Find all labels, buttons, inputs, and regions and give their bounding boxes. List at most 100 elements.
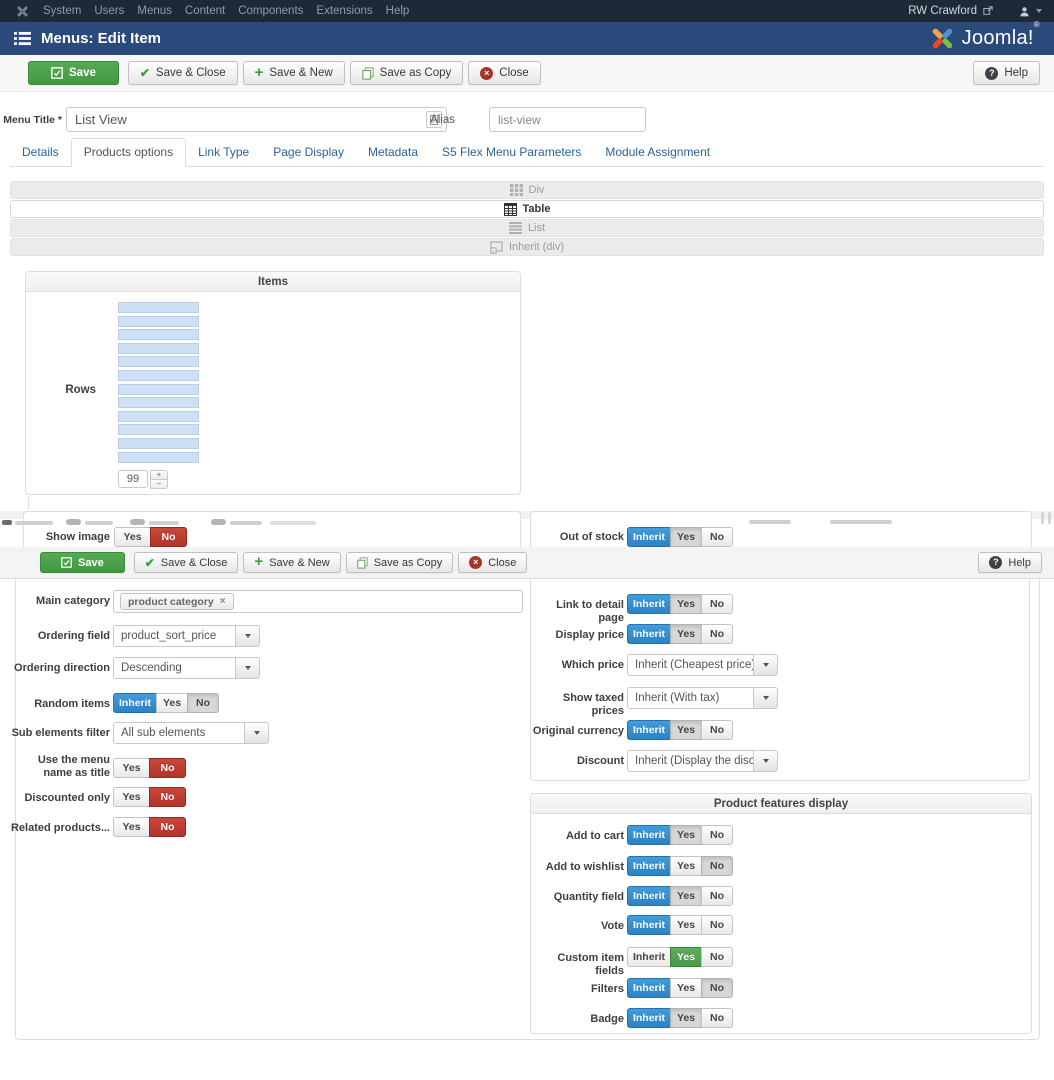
alias-input[interactable]: list-view	[489, 107, 646, 132]
main-category-input[interactable]: product category ×	[113, 590, 523, 613]
rows-decrement-button[interactable]: −	[150, 479, 168, 489]
vote-inherit-button[interactable]: Inherit	[627, 915, 671, 935]
add-to-cart-yes-button[interactable]: Yes	[670, 825, 702, 845]
display-price-no-button[interactable]: No	[701, 624, 733, 644]
link-detail-inherit-button[interactable]: Inherit	[627, 594, 671, 614]
link-detail-yes-button[interactable]: Yes	[670, 594, 702, 614]
tab-module-assignment[interactable]: Module Assignment	[605, 145, 711, 159]
original-currency-inherit-button[interactable]: Inherit	[627, 720, 671, 740]
add-to-cart-label: Add to cart	[565, 830, 624, 842]
quantity-field-no-button[interactable]: No	[701, 886, 733, 906]
tab-metadata[interactable]: Metadata	[367, 145, 418, 159]
quantity-field-inherit-button[interactable]: Inherit	[627, 886, 671, 906]
help-button[interactable]: ? Help	[973, 61, 1040, 85]
help-button[interactable]: ? Help	[978, 552, 1042, 573]
table-row	[118, 424, 199, 436]
close-button[interactable]: × Close	[458, 552, 528, 573]
rows-count-input[interactable]: 99	[118, 470, 148, 488]
show-image-yes-button[interactable]: Yes	[114, 527, 151, 547]
tab-s5-flex-menu[interactable]: S5 Flex Menu Parameters	[442, 145, 582, 159]
out-of-stock-no-button[interactable]: No	[701, 527, 733, 547]
related-products-no-button[interactable]: No	[149, 817, 186, 837]
show-taxed-prices-caret[interactable]	[753, 687, 778, 709]
add-to-cart-inherit-button[interactable]: Inherit	[627, 825, 671, 845]
tab-page-display[interactable]: Page Display	[273, 145, 344, 159]
custom-item-fields-no-button[interactable]: No	[701, 947, 733, 967]
table-row	[118, 315, 199, 327]
custom-item-fields-yes-button[interactable]: Yes	[670, 947, 702, 967]
joomla-symbol-icon	[17, 5, 28, 17]
link-detail-no-button[interactable]: No	[701, 594, 733, 614]
discounted-only-no-button[interactable]: No	[149, 787, 186, 807]
menu-name-title-yes-button[interactable]: Yes	[113, 758, 150, 778]
filters-no-button[interactable]: No	[701, 978, 733, 998]
random-items-yes-button[interactable]: Yes	[156, 693, 188, 713]
close-button[interactable]: × Close	[468, 61, 541, 85]
user-menu[interactable]: RW Crawford	[908, 5, 1042, 17]
save-new-button[interactable]: + Save & New	[243, 552, 341, 573]
menu-help[interactable]: Help	[385, 5, 410, 17]
which-price-caret[interactable]	[753, 654, 778, 676]
which-price-select[interactable]: Inherit (Cheapest price)	[627, 654, 755, 676]
discount-caret[interactable]	[753, 750, 778, 772]
save-copy-button[interactable]: Save as Copy	[349, 61, 464, 85]
layout-option-list[interactable]: List	[10, 219, 1044, 237]
discount-select[interactable]: Inherit (Display the discount a...	[627, 750, 755, 772]
layout-option-table[interactable]: Table	[10, 200, 1044, 218]
badge-no-button[interactable]: No	[701, 1008, 733, 1028]
add-to-cart-no-button[interactable]: No	[701, 825, 733, 845]
save-copy-button[interactable]: Save as Copy	[345, 552, 454, 573]
out-of-stock-yes-button[interactable]: Yes	[670, 527, 702, 547]
menu-components[interactable]: Components	[238, 5, 304, 17]
vote-yes-button[interactable]: Yes	[670, 915, 702, 935]
ordering-direction-caret[interactable]	[235, 657, 260, 679]
discounted-only-yes-button[interactable]: Yes	[113, 787, 150, 807]
sub-elements-filter-select[interactable]: All sub elements	[113, 722, 246, 744]
show-taxed-prices-select[interactable]: Inherit (With tax)	[627, 687, 755, 709]
random-items-inherit-button[interactable]: Inherit	[113, 693, 157, 713]
tab-details[interactable]: Details	[22, 145, 59, 159]
custom-item-fields-inherit-button[interactable]: Inherit	[627, 947, 671, 967]
add-to-wishlist-inherit-button[interactable]: Inherit	[627, 856, 671, 876]
save-button[interactable]: Save	[40, 552, 125, 573]
menu-title-input[interactable]: List View	[66, 107, 447, 132]
show-image-no-button[interactable]: No	[150, 527, 187, 547]
page-header: Menus: Edit Item Joomla!®	[0, 20, 1054, 55]
add-to-wishlist-yes-button[interactable]: Yes	[670, 856, 702, 876]
tab-link-type[interactable]: Link Type	[198, 145, 250, 159]
quantity-field-yes-button[interactable]: Yes	[670, 886, 702, 906]
original-currency-yes-button[interactable]: Yes	[670, 720, 702, 740]
save-close-button[interactable]: ✔ Save & Close	[127, 61, 238, 85]
menu-menus[interactable]: Menus	[137, 5, 172, 17]
layout-option-div[interactable]: Div	[10, 181, 1044, 199]
menu-extensions[interactable]: Extensions	[316, 5, 373, 17]
ordering-field-caret[interactable]	[235, 625, 260, 647]
tab-products-options[interactable]: Products options	[70, 138, 187, 167]
ordering-direction-select[interactable]: Descending	[113, 657, 237, 679]
add-to-wishlist-no-button[interactable]: No	[701, 856, 733, 876]
save-button[interactable]: Save	[28, 61, 119, 85]
menu-system[interactable]: System	[43, 5, 82, 17]
original-currency-label: Original currency	[532, 725, 624, 737]
random-items-no-button[interactable]: No	[187, 693, 219, 713]
save-new-button[interactable]: + Save & New	[242, 61, 345, 85]
ordering-field-select[interactable]: product_sort_price	[113, 625, 237, 647]
layout-option-inherit[interactable]: Inherit (div)	[10, 238, 1044, 256]
remove-tag-icon[interactable]: ×	[219, 596, 226, 607]
menu-name-title-no-button[interactable]: No	[149, 758, 186, 778]
filters-inherit-button[interactable]: Inherit	[627, 978, 671, 998]
seam-fragment	[2, 520, 12, 525]
related-products-yes-button[interactable]: Yes	[113, 817, 150, 837]
filters-yes-button[interactable]: Yes	[670, 978, 702, 998]
menu-content[interactable]: Content	[184, 5, 226, 17]
original-currency-no-button[interactable]: No	[701, 720, 733, 740]
display-price-yes-button[interactable]: Yes	[670, 624, 702, 644]
badge-inherit-button[interactable]: Inherit	[627, 1008, 671, 1028]
display-price-inherit-button[interactable]: Inherit	[627, 624, 671, 644]
save-close-button[interactable]: ✔ Save & Close	[133, 552, 239, 573]
vote-no-button[interactable]: No	[701, 915, 733, 935]
sub-elements-filter-caret[interactable]	[244, 722, 269, 744]
out-of-stock-inherit-button[interactable]: Inherit	[627, 527, 671, 547]
badge-yes-button[interactable]: Yes	[670, 1008, 702, 1028]
menu-users[interactable]: Users	[94, 5, 125, 17]
